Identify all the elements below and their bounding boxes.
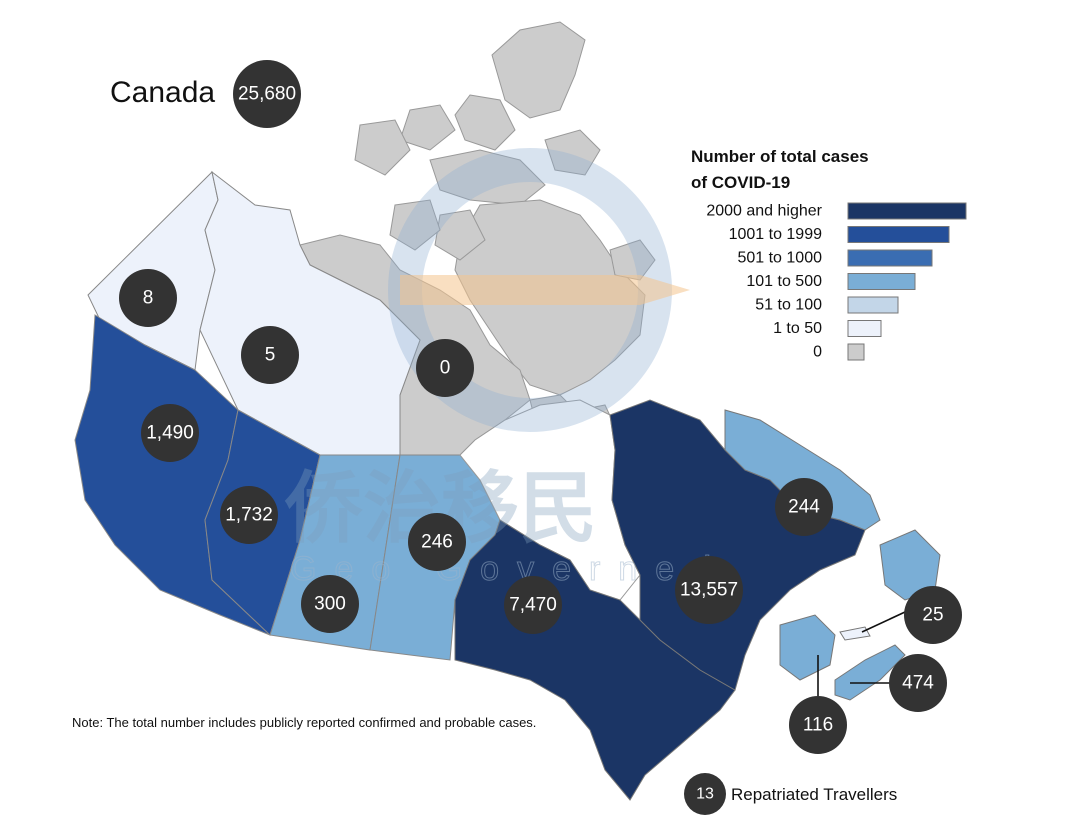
legend-label: 2000 and higher (706, 203, 822, 220)
footnote: Note: The total number includes publicly… (72, 715, 537, 730)
cases-quebec: 13,557 (680, 580, 738, 601)
bubble-saskatchewan: 300 (301, 575, 359, 633)
legend-label: 501 to 1000 (737, 250, 822, 267)
bubble-alberta: 1,732 (220, 486, 278, 544)
bubble-manitoba: 246 (408, 513, 466, 571)
legend-items: 2000 and higher 1001 to 1999 501 to 1000 10… (706, 202, 967, 361)
cases-ontario: 7,470 (509, 595, 557, 616)
legend-swatch (847, 296, 899, 314)
bubble-new-brunswick: 116 (789, 696, 847, 754)
legend-label: 51 to 100 (755, 297, 822, 314)
bubble-newfoundland-labrador: 244 (775, 478, 833, 536)
cases-repatriated: 13 (696, 786, 714, 803)
bubble-ontario: 7,470 (504, 576, 562, 634)
bubble-nwt: 5 (241, 326, 299, 384)
cases-newfoundland-labrador: 244 (788, 497, 820, 518)
legend-swatch (847, 249, 933, 267)
legend-label: 101 to 500 (746, 273, 822, 290)
leader-lines (817, 611, 906, 702)
region-newfoundland-labrador (724, 409, 881, 531)
legend-swatch (847, 320, 882, 337)
legend-swatch (847, 202, 967, 220)
cases-nwt: 5 (265, 345, 276, 366)
legend-swatch (847, 273, 916, 290)
bubble-nunavut: 0 (416, 339, 474, 397)
bubble-pei: 25 (904, 586, 962, 644)
bubble-nova-scotia: 474 (889, 654, 947, 712)
bubble-quebec: 13,557 (675, 556, 743, 624)
cases-pei: 25 (922, 605, 943, 626)
legend-label: 1001 to 1999 (729, 226, 823, 243)
cases-nova-scotia: 474 (902, 673, 934, 694)
watermark-subtext: Geo Governed (290, 550, 729, 588)
legend-title-line1: Number of total cases (691, 147, 869, 166)
region-pei (839, 626, 871, 641)
repatriated-bubble: 13 (684, 773, 726, 815)
bubble-bc: 1,490 (141, 404, 199, 462)
country-total-bubble: 25,680 (233, 60, 301, 128)
bubble-yukon: 8 (119, 269, 177, 327)
legend-label: 1 to 50 (773, 320, 822, 337)
legend-swatch (847, 226, 950, 243)
repatriated-label: Repatriated Travellers (731, 785, 897, 804)
region-nwt (199, 170, 421, 456)
cases-nunavut: 0 (440, 358, 451, 379)
region-nova-scotia (834, 644, 906, 701)
legend-swatch (847, 343, 865, 361)
cases-new-brunswick: 116 (803, 715, 833, 736)
legend: Number of total cases of COVID-19 2000 a… (691, 147, 967, 361)
cases-saskatchewan: 300 (314, 594, 346, 615)
region-new-brunswick (779, 614, 836, 681)
cases-bc: 1,490 (146, 423, 194, 444)
cases-manitoba: 246 (421, 532, 453, 553)
legend-label: 0 (813, 344, 822, 361)
country-name: Canada (110, 76, 215, 109)
country-total-value: 25,680 (238, 84, 296, 105)
watermark: 侨治移民 Geo Governed (284, 148, 729, 589)
cases-yukon: 8 (143, 288, 154, 309)
legend-title-line2: of COVID-19 (691, 173, 790, 192)
cases-alberta: 1,732 (225, 505, 273, 526)
